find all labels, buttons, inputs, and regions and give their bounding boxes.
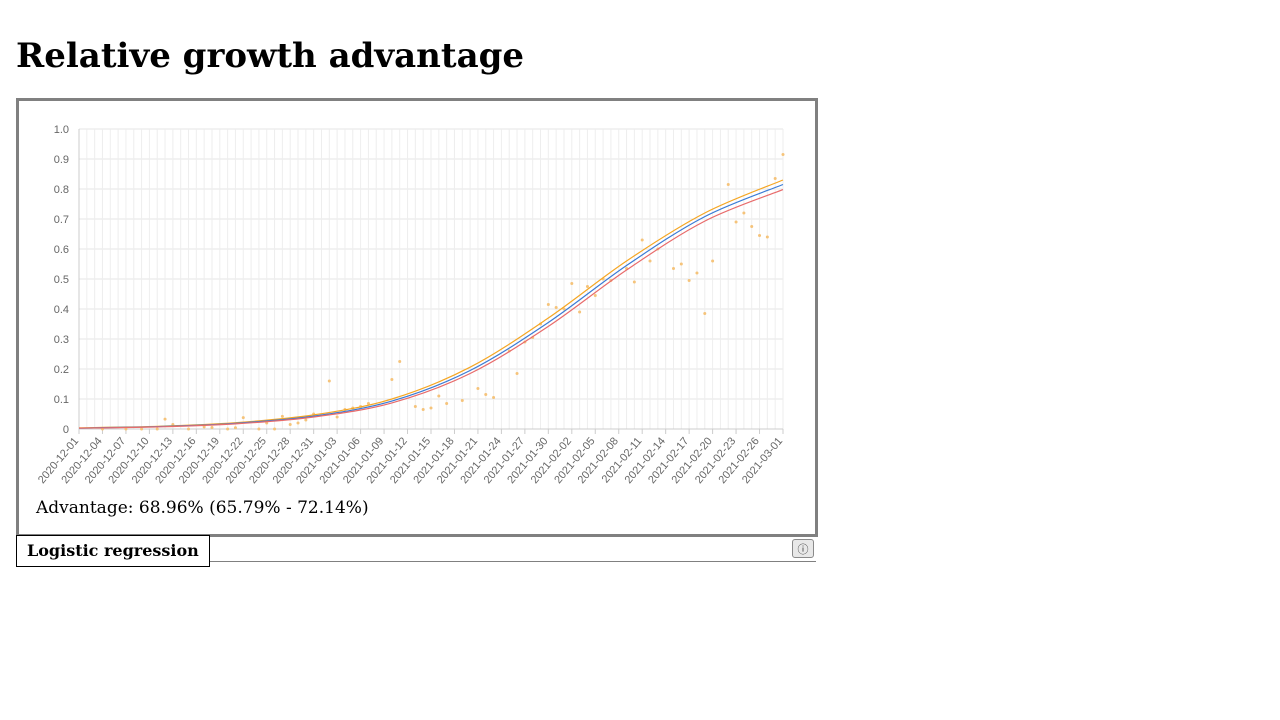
scatter-point — [280, 414, 284, 418]
scatter-point — [437, 394, 441, 398]
scatter-point — [648, 259, 652, 263]
scatter-point — [413, 405, 417, 408]
scatter-point — [515, 372, 519, 375]
chart-container: 0 0.1 0.2 0.3 0.4 0.5 0.6 0.7 0.8 0.9 1.0 2020-12-0… — [16, 98, 818, 537]
scatter-point — [163, 417, 167, 421]
scatter-point — [241, 416, 245, 420]
scatter-point — [460, 399, 464, 402]
scatter-point — [257, 427, 261, 431]
scatter-point — [226, 427, 230, 431]
scatter-point — [726, 183, 730, 186]
scatter-point — [781, 153, 785, 156]
scatter-point — [593, 294, 597, 297]
scatter-point — [750, 225, 754, 228]
scatter-point — [210, 426, 214, 429]
scatter-point — [124, 427, 128, 431]
scatter-point — [585, 285, 589, 288]
scatter-point — [679, 262, 683, 266]
info-icon[interactable]: ⓘ — [792, 539, 814, 558]
y-tick-label: 0.5 — [54, 274, 69, 286]
scatter-point — [640, 238, 644, 242]
y-tick-label: 0.2 — [54, 364, 69, 376]
scatter-point — [296, 421, 300, 425]
scatter-point — [570, 282, 574, 285]
scatter-point — [687, 279, 691, 282]
scatter-point — [327, 379, 331, 383]
scatter-point — [632, 280, 636, 284]
scatter-point — [233, 426, 237, 430]
y-tick-label: 0.3 — [54, 334, 69, 346]
y-tick-label: 0.8 — [54, 184, 69, 196]
scatter-point — [187, 427, 191, 431]
scatter-point — [140, 427, 144, 431]
scatter-point — [429, 406, 433, 410]
page-title: Relative growth advantage — [16, 36, 525, 76]
scatter-point — [773, 177, 777, 180]
advantage-summary: Advantage: 68.96% (65.79% - 72.14%) — [36, 498, 369, 518]
y-tick-label: 0.1 — [54, 394, 69, 406]
scatter-point — [288, 423, 292, 426]
y-tick-label: 0.4 — [54, 304, 69, 316]
series-line — [78, 189, 784, 429]
scatter-point — [671, 267, 675, 270]
y-tick-label: 1.0 — [54, 124, 69, 136]
scatter-point — [398, 360, 402, 363]
scatter-point — [492, 396, 496, 399]
y-tick-label: 0 — [63, 424, 69, 436]
scatter-point — [155, 427, 159, 431]
scatter-point — [484, 393, 488, 396]
scatter-point — [546, 303, 550, 306]
tab-bar: Logistic regression ⓘ — [16, 534, 816, 567]
scatter-point — [476, 387, 480, 390]
scatter-point — [335, 415, 339, 419]
scatter-point — [765, 235, 769, 239]
growth-chart: 00.10.20.30.40.50.60.70.80.91.02020-12-0… — [36, 124, 785, 486]
scatter-point — [758, 234, 762, 237]
y-tick-label: 0.6 — [54, 244, 69, 256]
scatter-point — [421, 408, 425, 411]
scatter-point — [390, 378, 394, 381]
scatter-point — [445, 402, 449, 405]
scatter-point — [695, 271, 699, 275]
scatter-point — [304, 418, 308, 422]
y-tick-label: 0.7 — [54, 214, 69, 226]
scatter-point — [554, 306, 558, 309]
scatter-point — [734, 220, 738, 224]
scatter-point — [742, 211, 746, 215]
scatter-point — [562, 307, 566, 311]
scatter-point — [711, 259, 715, 263]
y-tick-label: 0.9 — [54, 154, 69, 166]
scatter-point — [578, 310, 582, 314]
scatter-point — [703, 312, 707, 315]
tab-logistic-regression[interactable]: Logistic regression — [16, 535, 210, 567]
scatter-point — [202, 425, 206, 429]
scatter-point — [273, 427, 277, 431]
